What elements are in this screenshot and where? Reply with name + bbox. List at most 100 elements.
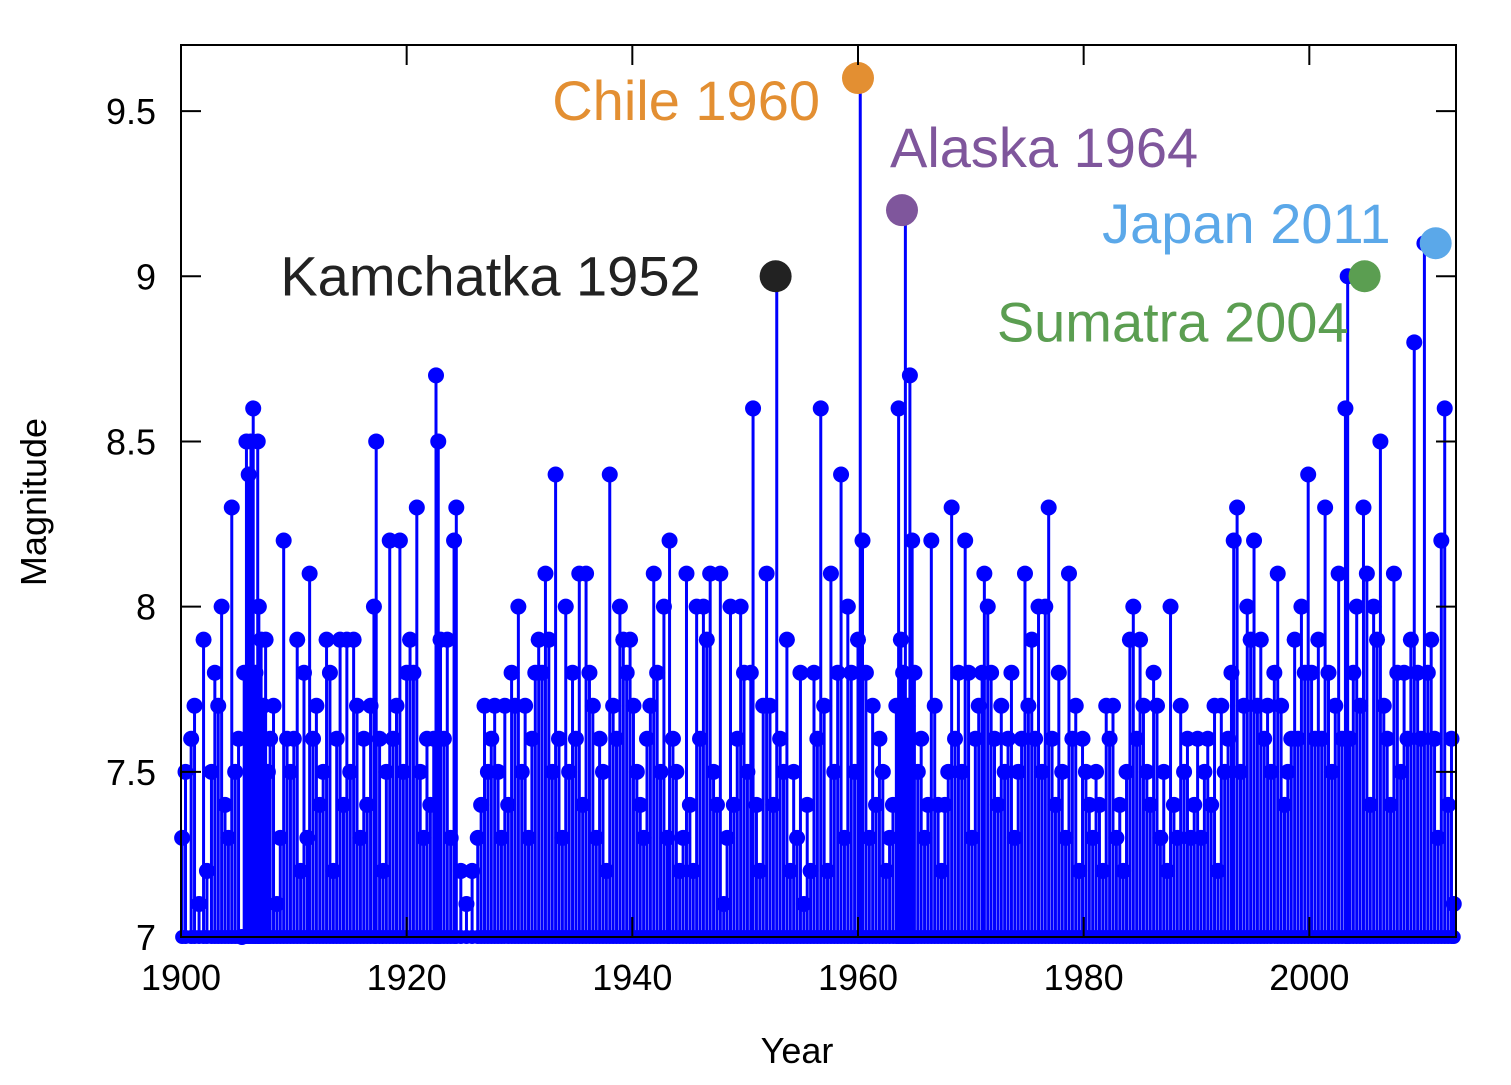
data-point [895,664,912,681]
data-point [608,730,625,747]
data-point [210,697,227,714]
data-point [1303,664,1320,681]
data-point [1337,400,1354,417]
data-point [217,796,234,813]
data-point [642,697,659,714]
data-point [534,664,551,681]
data-point [909,763,926,780]
data-point [782,862,799,879]
data-point [250,598,267,615]
data-point [275,532,292,549]
data-point [292,862,309,879]
data-point [625,697,642,714]
data-point [1000,730,1017,747]
data-point [268,895,285,912]
annotation-label: Chile 1960 [552,69,820,132]
data-point [846,763,863,780]
data-point [628,763,645,780]
data-point [1108,829,1125,846]
data-point [1232,763,1249,780]
data-point [861,829,878,846]
data-point [668,763,685,780]
data-point [198,862,215,879]
data-point [1169,829,1186,846]
data-point [547,466,564,483]
data-point [1382,796,1399,813]
data-point [695,598,712,615]
data-point [308,697,325,714]
data-point [725,796,742,813]
data-point [374,862,391,879]
data-point [517,697,534,714]
data-point [970,697,987,714]
data-point [1013,730,1030,747]
data-point [289,631,306,648]
data-point [1402,631,1419,648]
data-point [871,730,888,747]
data-point [1385,565,1402,582]
data-point [412,763,429,780]
data-point [778,631,795,648]
data-point [916,829,933,846]
data-point [901,367,918,384]
data-point [1365,598,1382,615]
data-point [805,664,822,681]
y-tick-label: 7.5 [106,752,156,793]
data-point [1300,466,1317,483]
data-point [1406,334,1423,351]
data-point [732,598,749,615]
data-point [265,697,282,714]
data-point [405,664,422,681]
data-point [1290,730,1307,747]
data-point [976,565,993,582]
data-point [967,730,984,747]
annotation-label: Sumatra 2004 [997,290,1349,353]
data-point [957,532,974,549]
data-point [325,862,342,879]
data-point [1355,499,1372,516]
data-point [795,895,812,912]
data-point [483,730,500,747]
data-point [186,697,203,714]
data-point [311,796,328,813]
data-point [567,730,584,747]
data-point [1006,829,1023,846]
data-point [458,895,475,912]
data-point [1199,730,1216,747]
data-point [365,598,382,615]
data-point [1341,730,1358,747]
data-point [1104,697,1121,714]
data-point [1246,532,1263,549]
data-point [1433,532,1450,549]
data-point [857,664,874,681]
data-point [745,400,762,417]
y-axis-title: Magnitude [13,418,54,586]
data-point [904,532,921,549]
data-point [249,433,266,450]
data-point [906,664,923,681]
data-point [878,862,895,879]
data-point [1362,796,1379,813]
data-point [574,796,591,813]
data-point [986,730,1003,747]
data-point [220,829,237,846]
data-point [385,730,402,747]
x-tick-label: 1900 [141,957,221,998]
data-point [708,796,725,813]
data-point [581,664,598,681]
data-point [1057,829,1074,846]
data-point [391,532,408,549]
data-point [1259,697,1276,714]
highlight-point [759,260,792,293]
data-point [1256,730,1273,747]
data-point [833,466,850,483]
data-point [655,598,672,615]
data-point [635,829,652,846]
data-point [1196,763,1213,780]
data-point [1060,565,1077,582]
data-point [1375,697,1392,714]
data-point [1094,862,1111,879]
data-point [1293,598,1310,615]
data-point [1269,565,1286,582]
